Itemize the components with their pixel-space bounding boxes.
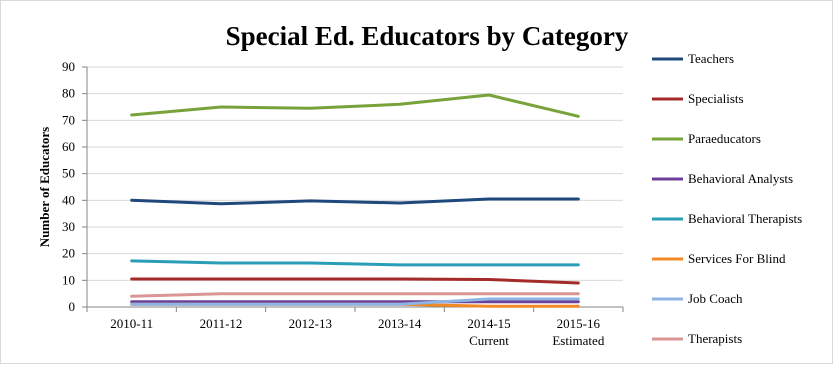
series-line-paraeducators bbox=[130, 93, 580, 118]
legend-entry: Behavioral Analysts bbox=[652, 171, 793, 186]
series-line-specialists bbox=[130, 277, 580, 285]
legend-entry: Specialists bbox=[652, 91, 744, 106]
series-line-therapists bbox=[130, 292, 580, 298]
x-tick-label: 2011-12 bbox=[200, 316, 243, 331]
x-tick-label: 2013-14 bbox=[378, 316, 422, 331]
y-tick-label: 90 bbox=[62, 59, 75, 74]
legend-entry: Behavioral Therapists bbox=[652, 211, 802, 226]
y-axis-label: Number of Educators bbox=[37, 127, 52, 247]
legend-entry: Teachers bbox=[652, 51, 734, 66]
legend-entry: Services For Blind bbox=[652, 251, 786, 266]
y-tick-label: 20 bbox=[62, 246, 75, 261]
x-tick-label-line: 2011-12 bbox=[200, 316, 243, 331]
y-tick-label: 50 bbox=[62, 166, 75, 181]
legend-label: Behavioral Therapists bbox=[688, 211, 802, 226]
legend-label: Services For Blind bbox=[688, 251, 786, 266]
x-tick-label: 2015-16 Estimated bbox=[552, 316, 604, 348]
legend-entry: Job Coach bbox=[652, 291, 743, 306]
legend-entry: Therapists bbox=[652, 331, 742, 346]
x-tick-label-line: 2012-13 bbox=[289, 316, 332, 331]
x-tick-labels: 2010-11 2011-12 2012-13 2013-14 2014-15 Curre… bbox=[110, 316, 605, 348]
x-tick-label: 2014-15 Current bbox=[467, 316, 510, 348]
x-tick-label-line: 2013-14 bbox=[378, 316, 422, 331]
legend-label: Behavioral Analysts bbox=[688, 171, 793, 186]
legend-label: Specialists bbox=[688, 91, 744, 106]
y-tick-label: 10 bbox=[62, 272, 75, 287]
series-lines bbox=[130, 93, 580, 308]
legend-label: Therapists bbox=[688, 331, 742, 346]
legend-label: Paraeducators bbox=[688, 131, 761, 146]
y-tick-labels: 0 10 20 30 40 50 60 70 80 90 bbox=[62, 59, 75, 314]
series-line-behavioral-therapists bbox=[130, 259, 580, 267]
x-tick-label-line: 2014-15 bbox=[467, 316, 510, 331]
y-tick-label: 60 bbox=[62, 139, 75, 154]
y-tick-label: 80 bbox=[62, 86, 75, 101]
series-line-teachers bbox=[130, 197, 580, 206]
gridlines bbox=[87, 66, 623, 281]
x-tick-label-line: Current bbox=[469, 333, 509, 348]
y-tick-label: 40 bbox=[62, 192, 75, 207]
x-tick-label-line: Estimated bbox=[552, 333, 604, 348]
axes bbox=[82, 66, 624, 312]
y-tick-label: 30 bbox=[62, 219, 75, 234]
legend-label: Teachers bbox=[688, 51, 734, 66]
series-line-job-coach bbox=[130, 297, 580, 306]
x-tick-label-line: 2010-11 bbox=[110, 316, 153, 331]
y-tick-label: 70 bbox=[62, 112, 75, 127]
y-tick-label: 0 bbox=[69, 299, 76, 314]
legend-entry: Paraeducators bbox=[652, 131, 761, 146]
x-tick-label-line: 2015-16 bbox=[557, 316, 601, 331]
legend: Teachers Specialists Paraeducators Behavior… bbox=[652, 51, 802, 346]
x-tick-label: 2010-11 bbox=[110, 316, 153, 331]
x-tick-label: 2012-13 bbox=[289, 316, 332, 331]
legend-label: Job Coach bbox=[688, 291, 743, 306]
chart-title: Special Ed. Educators by Category bbox=[226, 21, 629, 51]
